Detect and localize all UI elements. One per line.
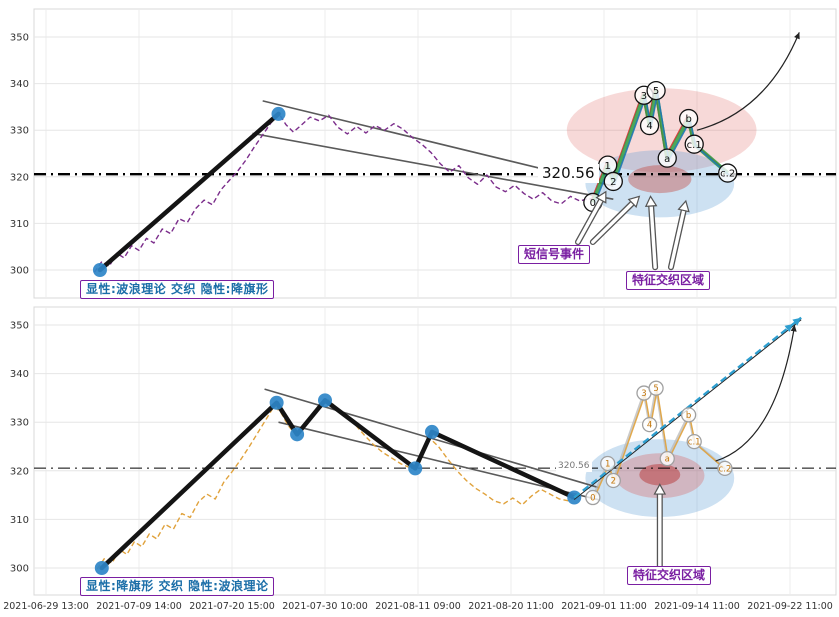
- arrow-head: [784, 323, 794, 333]
- bottom-strategy-label: 显性:降旗形 交织 隐性:波浪理论: [80, 577, 275, 596]
- pivot-dot: [94, 561, 109, 575]
- pivot-dot: [269, 395, 284, 410]
- y-tick-label: 330: [10, 126, 29, 137]
- trend-line: [97, 111, 281, 273]
- wave-node-label: 4: [646, 121, 652, 132]
- wave-node-circle: [639, 115, 660, 136]
- wave-node-circle: [680, 407, 697, 423]
- wave-node-label: 2: [610, 177, 616, 188]
- wave-node-label: 1: [605, 460, 610, 470]
- wave-node-label: a: [665, 455, 670, 465]
- y-tick-label: 300: [10, 266, 29, 277]
- y-tick-label: 330: [10, 418, 29, 429]
- wave-node-label: 3: [641, 389, 646, 399]
- top-feature-region-label: 特征交织区域: [626, 271, 711, 290]
- pivot-dot: [271, 106, 286, 121]
- x-tick-label: 2021-06-29 13:00: [3, 601, 89, 612]
- annotation-arrow-body: [591, 200, 635, 244]
- x-tick-label: 2021-09-01 11:00: [561, 601, 647, 612]
- wave-node-label: c.1: [688, 438, 701, 448]
- wave-node-circle: [605, 472, 621, 489]
- wave-node-circle: [600, 455, 616, 472]
- x-tick-label: 2021-08-20 11:00: [468, 601, 554, 612]
- x-tick-label: 2021-07-09 14:00: [96, 601, 182, 612]
- wave-node-circle: [603, 171, 623, 192]
- wave-node-circle: [717, 460, 733, 477]
- wave-node-circle: [678, 108, 699, 129]
- y-tick-label: 350: [10, 321, 29, 332]
- pivot-dot: [424, 424, 439, 439]
- arrow-head: [790, 325, 797, 332]
- bottom-hline-value-label: 320.56: [556, 461, 592, 473]
- y-tick-label: 310: [10, 515, 29, 526]
- annotation-arrow-body: [576, 197, 604, 244]
- pivot-dot: [408, 461, 423, 476]
- wave-node-circle: [657, 148, 677, 168]
- annotation-arrow-body: [669, 208, 686, 269]
- x-tick-label: 2021-07-30 10:00: [282, 601, 368, 612]
- wave-node-circle: [646, 80, 666, 101]
- signal-event-label: 短信号事件: [518, 245, 591, 264]
- wave-node-label: c.2: [720, 169, 735, 180]
- annotation-arrow-head: [677, 199, 690, 213]
- x-tick-label: 2021-08-11 09:00: [375, 601, 461, 612]
- arrow-head: [794, 32, 800, 40]
- pivot-dot: [290, 427, 305, 442]
- wave-node-label: a: [664, 154, 670, 165]
- channel-line: [252, 132, 614, 200]
- wave-node-circle: [641, 416, 658, 433]
- bottom-feature-region-label: 特征交织区域: [627, 566, 712, 585]
- wave-node-label: 5: [653, 384, 658, 394]
- wave-node-circle: [718, 163, 738, 183]
- x-tick-label: 2021-07-20 15:00: [189, 601, 275, 612]
- channel-line: [278, 421, 600, 501]
- wave-node-label: c.1: [687, 140, 702, 151]
- top-strategy-label: 显性:波浪理论 交织 隐性:降旗形: [80, 280, 275, 299]
- wave-node-label: 1: [605, 161, 611, 172]
- price-line: [93, 113, 596, 273]
- curved-arrow: [715, 324, 796, 462]
- y-tick-label: 310: [10, 219, 29, 230]
- x-tick-label: 2021-09-22 11:00: [747, 601, 833, 612]
- y-tick-label: 300: [10, 564, 29, 575]
- curved-arrow: [696, 32, 800, 131]
- highlight-ellipse: [615, 453, 705, 499]
- annotation-arrow-head: [627, 195, 641, 209]
- wave-node-label: b: [685, 114, 691, 125]
- wave-node-circle: [659, 450, 675, 467]
- wave-node-label: 2: [611, 477, 616, 487]
- annotation-arrow-body: [649, 203, 657, 269]
- y-tick-label: 340: [10, 79, 29, 90]
- annotation-arrow-head: [653, 483, 667, 495]
- wave-node-label: 4: [647, 421, 652, 431]
- plot-area: [33, 306, 837, 596]
- highlight-ellipse: [585, 150, 735, 218]
- highlight-ellipse: [628, 165, 692, 194]
- top-hline-value-label: 320.56: [538, 164, 599, 183]
- arrow-head: [792, 317, 802, 326]
- y-tick-label: 320: [10, 466, 29, 477]
- wave-node-label: 0: [590, 198, 596, 209]
- wave-node-circle: [684, 134, 704, 154]
- annotation-arrow-head: [644, 195, 658, 208]
- wave-node-circle: [585, 489, 601, 506]
- highlight-ellipse: [639, 463, 681, 486]
- y-tick-label: 320: [10, 172, 29, 183]
- x-tick-label: 2021-09-14 11:00: [654, 601, 740, 612]
- wave-node-label: 3: [641, 91, 647, 102]
- wave-node-label: c.2: [719, 464, 732, 474]
- wave-node-circle: [686, 433, 702, 450]
- annotation-arrow-head: [595, 190, 607, 204]
- wave-node-label: 0: [590, 494, 595, 504]
- y-tick-label: 340: [10, 369, 29, 380]
- y-tick-label: 350: [10, 33, 29, 44]
- pivot-dot: [318, 393, 332, 408]
- wave-node-label: b: [686, 411, 691, 421]
- pivot-dot: [92, 263, 107, 277]
- wave-node-circle: [648, 380, 664, 396]
- wave-node-label: 5: [653, 86, 659, 97]
